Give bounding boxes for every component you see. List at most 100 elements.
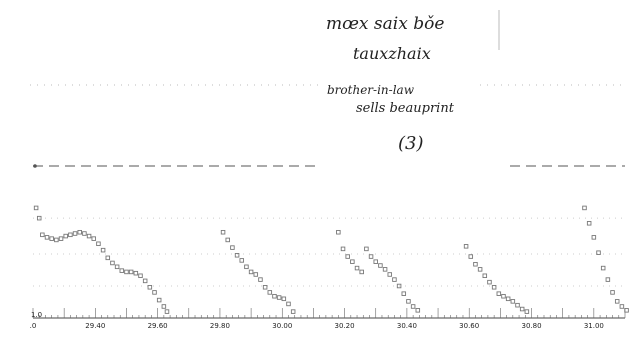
data-point	[350, 259, 355, 264]
data-point	[100, 247, 106, 253]
data-point	[387, 272, 393, 277]
data-point	[614, 299, 620, 304]
x-tick-label: 29.80	[210, 322, 230, 330]
x-tick-label: 29.60	[148, 322, 168, 330]
data-point	[596, 250, 601, 255]
data-point	[86, 233, 92, 239]
data-point	[281, 296, 287, 302]
data-point	[491, 285, 497, 290]
data-point	[410, 304, 416, 309]
data-point	[591, 235, 597, 240]
data-point	[253, 272, 259, 277]
data-point	[33, 205, 39, 211]
data-point	[161, 304, 167, 309]
data-point	[44, 235, 50, 240]
note-line-1: mœx saix bǒe	[326, 14, 445, 34]
data-point	[378, 263, 383, 268]
data-point	[463, 244, 469, 249]
data-point	[290, 309, 296, 314]
data-point	[473, 261, 478, 267]
data-point	[345, 254, 350, 259]
data-point	[138, 273, 143, 279]
data-point	[368, 254, 374, 259]
data-point	[68, 232, 73, 238]
data-point	[164, 309, 170, 314]
data-point	[505, 296, 511, 302]
data-point	[40, 232, 45, 238]
data-point	[286, 301, 291, 307]
data-point	[524, 309, 530, 314]
y-tick-label: 1.0	[31, 311, 42, 319]
data-point	[359, 269, 364, 275]
data-point	[105, 255, 111, 261]
data-point	[82, 231, 87, 236]
data-point	[77, 229, 82, 235]
data-point	[262, 285, 268, 290]
rule-dot	[33, 164, 37, 168]
data-point	[110, 260, 115, 266]
data-point	[230, 245, 235, 250]
data-point	[600, 265, 606, 271]
x-tick-label: 31.00	[584, 322, 604, 330]
data-point	[582, 205, 587, 211]
data-point	[610, 290, 615, 295]
note-line-3: brother-in-law	[327, 83, 414, 97]
data-point	[124, 269, 129, 275]
data-point	[225, 237, 230, 243]
data-point	[501, 293, 506, 299]
data-point	[354, 265, 360, 271]
data-point	[267, 290, 273, 295]
data-point	[586, 221, 592, 226]
data-point	[482, 273, 488, 279]
data-point	[220, 229, 226, 235]
data-point	[477, 267, 483, 272]
data-point	[396, 283, 402, 289]
note-line-2: tauxzhaix	[353, 44, 431, 63]
data-point	[401, 291, 407, 296]
data-point	[519, 306, 525, 312]
data-point	[58, 236, 64, 241]
data-point	[392, 277, 397, 282]
data-point	[234, 253, 240, 258]
data-point	[133, 270, 139, 276]
data-point	[63, 233, 68, 239]
data-point	[91, 236, 97, 241]
data-point	[49, 236, 54, 241]
data-point	[152, 290, 157, 295]
note-line-4: sells beauprint	[356, 101, 454, 116]
page-markings	[30, 10, 625, 168]
data-point	[258, 277, 263, 282]
data-point	[272, 293, 277, 299]
data-point	[239, 258, 245, 263]
data-point	[72, 231, 78, 236]
data-point	[487, 279, 492, 285]
data-point	[382, 267, 388, 272]
data-point	[96, 241, 101, 247]
data-point	[336, 229, 341, 235]
data-point	[515, 302, 520, 308]
note-line-5: (3)	[398, 133, 424, 154]
data-point	[605, 277, 611, 282]
data-point	[510, 299, 516, 304]
data-point	[364, 246, 369, 252]
x-tick-label: 30.20	[335, 322, 355, 330]
x-tick-label: 30.40	[397, 322, 417, 330]
x-tick-label: 30.00	[272, 322, 292, 330]
data-point	[248, 269, 254, 275]
data-point	[340, 246, 346, 252]
x-tick-label: .0	[30, 322, 37, 330]
data-point	[156, 297, 162, 303]
x-tick-label: 30.80	[522, 322, 542, 330]
scatter-plot: .0 29.40 29.60 29.80 30.00 30.20 30.40 30.60 30.…	[30, 205, 629, 330]
data-point	[114, 264, 120, 270]
data-point	[128, 269, 134, 275]
data-point	[36, 215, 42, 221]
data-point	[496, 291, 502, 296]
data-point	[276, 295, 282, 300]
data-point	[119, 268, 125, 273]
data-point	[54, 237, 59, 243]
x-tick-label: 30.60	[459, 322, 479, 330]
x-tick-label: 29.40	[85, 322, 105, 330]
data-point	[624, 308, 629, 313]
